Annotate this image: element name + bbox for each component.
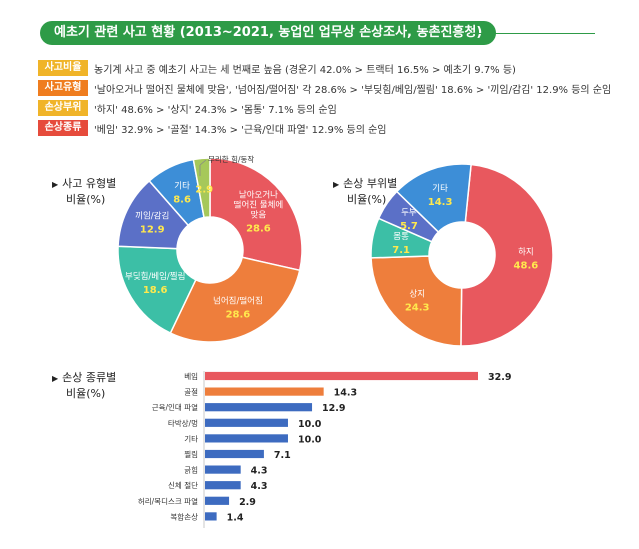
slice-value: 24.3 [405,303,430,314]
chart2-title: ▶ 손상 부위별 비율(%) [333,176,397,207]
slice-value: 18.6 [143,285,168,296]
bar-value-label: 2.9 [239,497,256,508]
summary-row: 사고비율 농기계 사고 중 예초기 사고는 세 번째로 높음 (경운기 42.0… [38,58,628,78]
callout-label: 무리한 힘/동작 [208,154,254,164]
pie-slice [169,256,301,343]
slice-label: 부딪힘/베임/찔림 [125,271,185,282]
slice-label: 두부 [401,208,417,218]
summary-tag: 사고비율 [38,60,88,76]
summary-tag: 손상종류 [38,120,88,136]
bar-category-label: 기타 [184,434,198,443]
slice-value: 12.9 [140,224,165,235]
bar-value-label: 7.1 [274,450,291,461]
slice-label: 기타 [174,181,190,191]
bar [205,449,264,459]
slice-label: 몸통 [393,232,409,242]
bar [205,387,324,396]
slice-value: 14.3 [428,197,453,208]
bar [205,496,230,505]
bar-category-label: 허리/목디스크 파열 [138,497,198,506]
slice-label: 날아오거나 [239,189,278,200]
bar-category-label: 타박상/멍 [168,418,198,428]
bar-category-label: 긁힘 [184,465,198,475]
chart2-title-line1: 손상 부위별 [343,177,398,190]
slice-label: 기타 [432,184,448,194]
summary-list: 사고비율 농기계 사고 중 예초기 사고는 세 번째로 높음 (경운기 42.0… [38,58,628,138]
chart3-title-line1: 손상 종류별 [62,371,117,384]
pie-slice [117,245,197,335]
pie-slice [209,157,303,272]
summary-row: 사고유형 '날아오거나 떨어진 물체에 맞음', '넘어짐/떨어짐' 각 28.… [38,78,628,98]
bar-category-label: 근육/인대 파열 [152,402,198,412]
summary-text: '베임' 32.9% > '골절' 14.3% > '근육/인대 파열' 12.… [94,124,387,136]
title-underline [470,33,595,34]
slice-value: 8.6 [173,194,191,205]
bar-value-label: 10.0 [298,419,322,430]
bar-category-label: 복합손상 [170,511,198,521]
chart1-title-line2: 비율(%) [66,193,106,206]
pie-slice [395,163,472,234]
chart1-title-line1: 사고 유형별 [62,177,117,190]
slice-label: 하지 [518,247,534,258]
summary-text: '날아오거나 떨어진 물체에 맞음', '넘어짐/떨어짐' 각 28.6% > … [94,84,612,96]
triangle-icon: ▶ [52,180,59,189]
bar-value-label: 4.3 [251,466,268,477]
bar-value-label: 32.9 [488,372,511,383]
summary-text: '하지' 48.6% > '상지' 24.3% > '몸통' 7.1% 등의 순… [94,104,337,116]
slice-value: 2.9 [195,184,213,195]
chart3-title-line2: 비율(%) [66,387,106,400]
bar [205,403,313,412]
bar-category-label: 골절 [184,388,198,397]
triangle-icon: ▶ [52,374,59,383]
bar-value-label: 4.3 [251,481,268,492]
slice-value: 5.7 [400,221,418,232]
chart3-title: ▶ 손상 종류별 비율(%) [52,370,116,401]
bar [205,481,241,490]
summary-tag: 사고유형 [38,80,88,96]
bar-value-label: 14.3 [334,388,357,399]
slice-value: 28.6 [246,223,271,234]
callout-line [199,159,207,166]
bar-category-label: 베임 [184,372,198,381]
summary-tag: 손상부위 [38,100,88,116]
slice-label: 떨어진 물체에 [234,199,284,210]
chart1-title: ▶ 사고 유형별 비율(%) [52,176,116,207]
pie-slice [192,157,211,219]
slice-label: 끼임/감김 [135,210,169,221]
bar-value-label: 12.9 [322,403,345,414]
bar-category-label: 신체 절단 [168,480,198,490]
bar [205,465,241,474]
slice-value: 7.1 [392,245,410,256]
slice-value: 28.6 [226,310,251,321]
bar [205,512,217,521]
slice-label: 맞음 [251,209,267,220]
pie-slice [460,163,554,347]
summary-text: 농기계 사고 중 예초기 사고는 세 번째로 높음 (경운기 42.0% > 트… [94,64,516,76]
bar-category-label: 찔림 [184,450,198,459]
slice-label: 상지 [409,289,425,300]
chart2-title-line2: 비율(%) [347,193,387,206]
bar [205,371,478,381]
bar [205,418,288,427]
chart-title: 예초기 관련 사고 현황 (2013~2021, 농업인 업무상 손상조사, 농… [40,21,497,45]
summary-row: 손상종류 '베임' 32.9% > '골절' 14.3% > '근육/인대 파열… [38,118,628,138]
triangle-icon: ▶ [333,180,340,189]
donut-chart-2: 하지 48.6 상지 24.3 몸통 7.1 두부 5.7 기타 14.3 [370,163,554,347]
bar-value-label: 10.0 [298,434,322,445]
slice-value: 48.6 [514,261,539,272]
bar [205,434,288,443]
slice-label: 넘어짐/떨어짐 [213,296,263,307]
bar-value-label: 1.4 [227,512,244,523]
pie-slice [370,255,463,347]
bar-chart: 베임 32.9 골절 14.3 근육/인대 파열 12.9 타박상/멍 10.0 기타 10.0 찔… [138,371,511,528]
summary-row: 손상부위 '하지' 48.6% > '상지' 24.3% > '몸통' 7.1%… [38,98,628,118]
